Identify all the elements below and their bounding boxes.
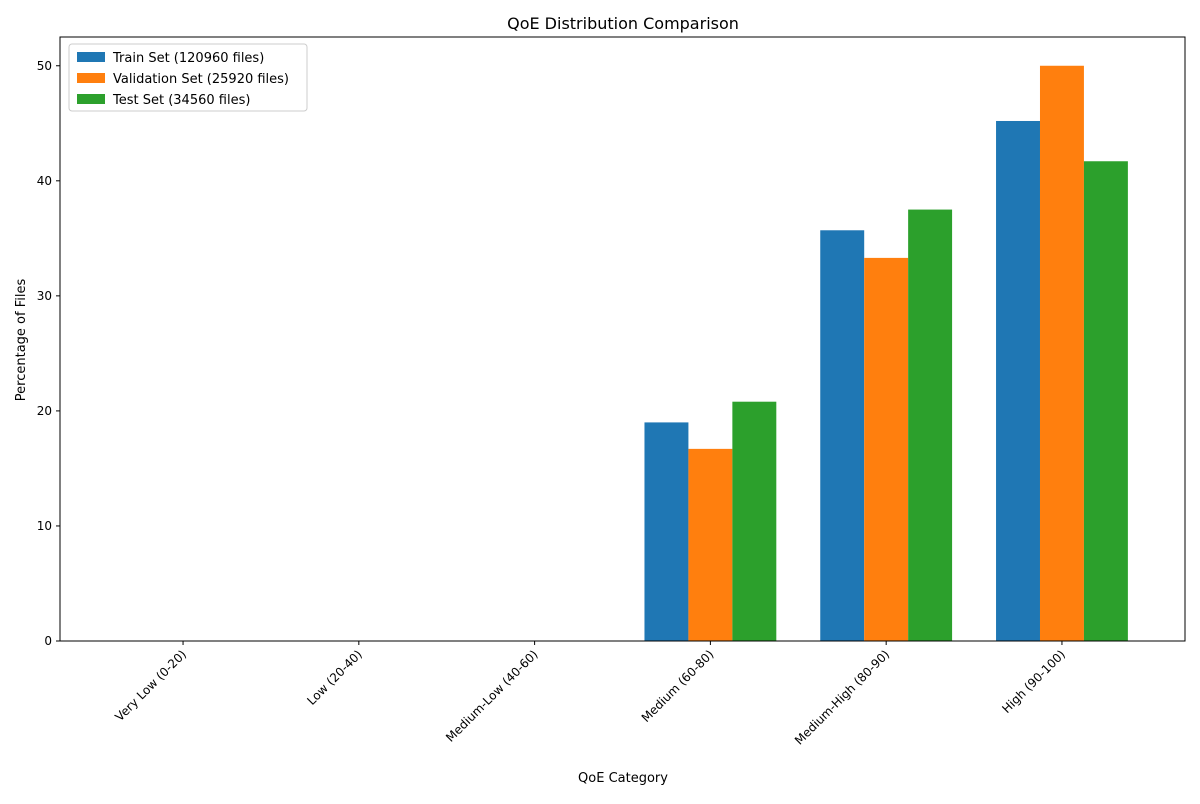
bar bbox=[820, 230, 865, 641]
y-axis-label: Percentage of Files bbox=[14, 279, 29, 402]
bar bbox=[864, 257, 909, 641]
bar bbox=[908, 209, 953, 641]
x-tick-label: Medium (60-80) bbox=[639, 647, 717, 725]
bar bbox=[688, 448, 733, 641]
legend-swatch bbox=[77, 94, 105, 104]
bar bbox=[732, 401, 777, 641]
x-tick-label: Medium-High (80-90) bbox=[792, 647, 892, 747]
legend-label: Validation Set (25920 files) bbox=[113, 72, 289, 87]
x-tick-label: Low (20-40) bbox=[304, 647, 365, 708]
bar bbox=[996, 120, 1040, 642]
y-tick-label: 20 bbox=[37, 404, 52, 418]
legend: Train Set (120960 files) Validation Set (… bbox=[68, 43, 308, 112]
y-tick-label: 0 bbox=[44, 634, 52, 648]
plot-frame bbox=[59, 36, 1186, 642]
x-tick-label: Medium-Low (40-60) bbox=[443, 647, 541, 745]
legend-box bbox=[68, 43, 308, 112]
bar bbox=[644, 422, 689, 641]
y-tick-label: 10 bbox=[37, 519, 52, 533]
y-tick-label: 50 bbox=[37, 59, 52, 73]
bars-layer bbox=[644, 65, 1128, 642]
x-axis-label: QoE Category bbox=[578, 771, 668, 786]
chart-title: QoE Distribution Comparison bbox=[507, 14, 739, 33]
x-tick-label: High (90-100) bbox=[999, 647, 1068, 716]
x-tick-label: Very Low (0-20) bbox=[112, 647, 189, 724]
y-tick-label: 30 bbox=[37, 289, 52, 303]
legend-swatch bbox=[77, 73, 105, 83]
legend-label: Test Set (34560 files) bbox=[112, 93, 250, 108]
legend-label: Train Set (120960 files) bbox=[112, 51, 264, 66]
bar bbox=[1039, 65, 1084, 641]
bar bbox=[1083, 161, 1128, 641]
y-tick-label: 40 bbox=[37, 174, 52, 188]
legend-swatch bbox=[77, 52, 105, 62]
